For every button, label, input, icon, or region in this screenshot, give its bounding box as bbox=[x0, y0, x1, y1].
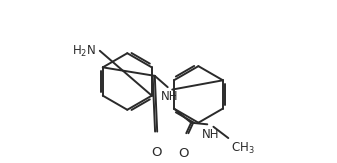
Text: H$_2$N: H$_2$N bbox=[72, 44, 97, 59]
Text: O: O bbox=[151, 146, 162, 159]
Text: NH: NH bbox=[202, 128, 219, 141]
Text: CH$_3$: CH$_3$ bbox=[231, 141, 254, 156]
Text: NH: NH bbox=[160, 90, 178, 103]
Text: O: O bbox=[179, 147, 189, 160]
